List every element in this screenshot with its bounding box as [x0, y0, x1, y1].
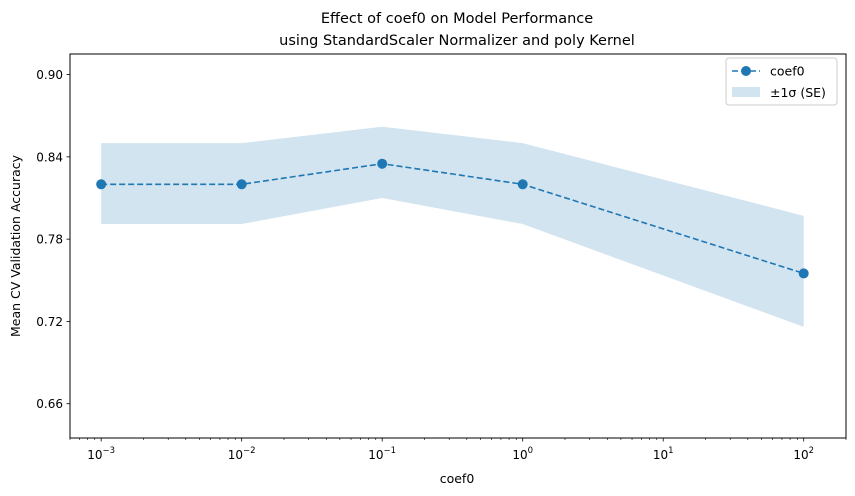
x-axis-label: coef0 — [440, 471, 475, 486]
x-tick-label: 10−2 — [228, 446, 256, 462]
x-axis: 10−3 10−2 10−1 100 101 102 — [69, 438, 847, 462]
legend-series-label: coef0 — [770, 64, 805, 79]
y-tick-label: 0.66 — [36, 397, 63, 411]
legend-frame — [725, 57, 838, 106]
confidence-band — [101, 126, 804, 327]
chart-subtitle: using StandardScaler Normalizer and poly… — [279, 33, 635, 49]
data-point — [96, 179, 107, 190]
y-axis-label: Mean CV Validation Accuracy — [8, 154, 23, 337]
chart-title: Effect of coef0 on Model Performance — [321, 11, 593, 27]
x-tick-label: 100 — [512, 446, 533, 462]
x-tick-label: 102 — [793, 446, 814, 462]
data-point — [798, 268, 809, 279]
x-tick-label: 10−3 — [87, 446, 115, 462]
legend-band-swatch — [732, 87, 760, 97]
data-point — [377, 158, 388, 169]
legend: coef0 ±1σ (SE) — [725, 57, 838, 106]
y-axis: 0.66 0.72 0.78 0.84 0.90 — [36, 68, 70, 411]
y-tick-label: 0.84 — [36, 150, 63, 164]
y-tick-label: 0.72 — [36, 315, 63, 329]
plot-frame — [69, 53, 847, 439]
data-point — [517, 179, 528, 190]
y-tick-label: 0.78 — [36, 233, 63, 247]
legend-marker-swatch — [741, 66, 751, 76]
x-tick-label: 10−1 — [368, 446, 396, 462]
y-tick-label: 0.90 — [36, 68, 63, 82]
data-point — [236, 179, 247, 190]
x-tick-label: 101 — [653, 446, 674, 462]
plot-area — [69, 53, 847, 439]
legend-band-label: ±1σ (SE) — [770, 85, 826, 100]
